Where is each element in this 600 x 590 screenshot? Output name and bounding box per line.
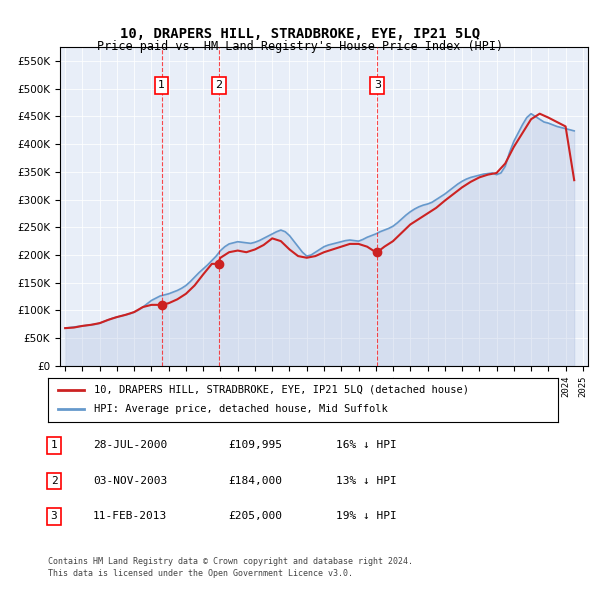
Text: Price paid vs. HM Land Registry's House Price Index (HPI): Price paid vs. HM Land Registry's House … (97, 40, 503, 53)
Text: 03-NOV-2003: 03-NOV-2003 (93, 476, 167, 486)
Text: 1: 1 (50, 441, 58, 450)
Text: 19% ↓ HPI: 19% ↓ HPI (336, 512, 397, 521)
Text: 28-JUL-2000: 28-JUL-2000 (93, 441, 167, 450)
Text: 13% ↓ HPI: 13% ↓ HPI (336, 476, 397, 486)
Text: £109,995: £109,995 (228, 441, 282, 450)
Text: 2: 2 (215, 80, 223, 90)
Text: 16% ↓ HPI: 16% ↓ HPI (336, 441, 397, 450)
Text: 1: 1 (158, 80, 165, 90)
Text: 3: 3 (374, 80, 380, 90)
Text: 10, DRAPERS HILL, STRADBROKE, EYE, IP21 5LQ (detached house): 10, DRAPERS HILL, STRADBROKE, EYE, IP21 … (94, 385, 469, 395)
Text: HPI: Average price, detached house, Mid Suffolk: HPI: Average price, detached house, Mid … (94, 405, 388, 414)
Text: This data is licensed under the Open Government Licence v3.0.: This data is licensed under the Open Gov… (48, 569, 353, 578)
Text: £184,000: £184,000 (228, 476, 282, 486)
Text: 2: 2 (50, 476, 58, 486)
Text: 10, DRAPERS HILL, STRADBROKE, EYE, IP21 5LQ: 10, DRAPERS HILL, STRADBROKE, EYE, IP21 … (120, 27, 480, 41)
Text: Contains HM Land Registry data © Crown copyright and database right 2024.: Contains HM Land Registry data © Crown c… (48, 557, 413, 566)
Text: £205,000: £205,000 (228, 512, 282, 521)
Text: 11-FEB-2013: 11-FEB-2013 (93, 512, 167, 521)
Text: 3: 3 (50, 512, 58, 521)
